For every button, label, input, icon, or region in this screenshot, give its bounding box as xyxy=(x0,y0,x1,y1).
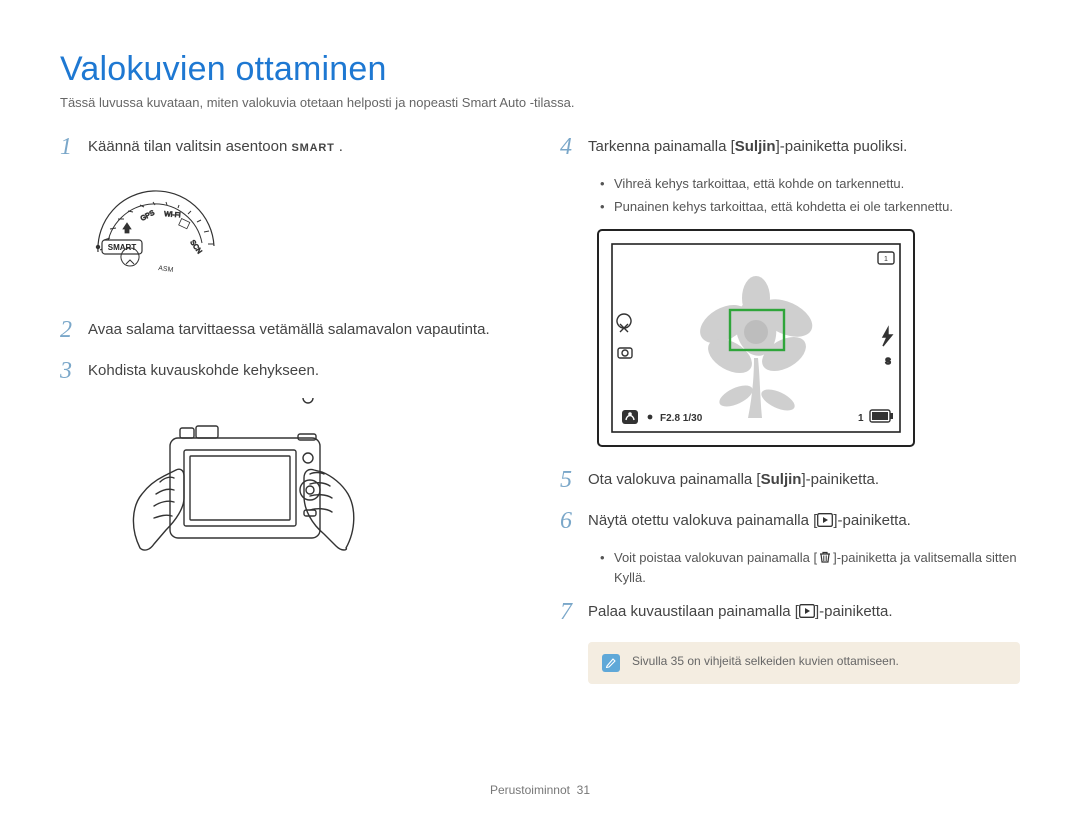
step-text: Tarkenna painamalla [Suljin]-painiketta … xyxy=(588,134,907,160)
step-3: 3 Kohdista kuvauskohde kehykseen. xyxy=(60,358,520,384)
step-5: 5 Ota valokuva painamalla [Suljin]-paini… xyxy=(560,467,1020,493)
step7-post: ]-painiketta. xyxy=(815,603,893,620)
step5-bold: Suljin xyxy=(761,471,802,488)
step-1: 1 Käännä tilan valitsin asentoon SMART . xyxy=(60,134,520,160)
step-text: Ota valokuva painamalla [Suljin]-painike… xyxy=(588,467,879,493)
step-number: 3 xyxy=(60,358,88,384)
page-title: Valokuvien ottaminen xyxy=(60,50,1020,89)
step1-post: . xyxy=(335,138,343,155)
trash-icon xyxy=(817,550,833,564)
step6-post: ]-painiketta. xyxy=(833,512,911,529)
step-2: 2 Avaa salama tarvittaessa vetämällä sal… xyxy=(60,317,520,343)
footer-label: Perustoiminnot xyxy=(490,783,570,797)
tip-text: Sivulla 35 on vihjeitä selkeiden kuvien … xyxy=(632,654,899,668)
svg-text:Wi-Fi: Wi-Fi xyxy=(164,211,181,219)
lcd-preview-illustration: 1 S xyxy=(596,228,1020,453)
step-text: Kohdista kuvauskohde kehykseen. xyxy=(88,358,319,384)
step1-pre: Käännä tilan valitsin asentoon xyxy=(88,138,291,155)
svg-text:SMART: SMART xyxy=(108,243,137,252)
bullet-delete: Voit poistaa valokuvan painamalla [ ]-pai… xyxy=(600,548,1020,587)
step-number: 2 xyxy=(60,317,88,343)
step-number: 1 xyxy=(60,134,88,160)
step4-bullets: Vihreä kehys tarkoittaa, että kohde on t… xyxy=(600,174,1020,216)
svg-text:GPS: GPS xyxy=(140,210,157,223)
step-4: 4 Tarkenna painamalla [Suljin]-painikett… xyxy=(560,134,1020,160)
note-icon xyxy=(602,654,620,672)
b6-bold: Kyllä xyxy=(614,570,642,585)
step-text: Näytä otettu valokuva painamalla [ ]-pain… xyxy=(588,508,911,534)
two-column-layout: 1 Käännä tilan valitsin asentoon SMART . xyxy=(60,134,1020,684)
b6-pre: Voit poistaa valokuvan painamalla [ xyxy=(614,550,817,565)
step-number: 5 xyxy=(560,467,588,493)
step4-bold: Suljin xyxy=(735,138,776,155)
left-column: 1 Käännä tilan valitsin asentoon SMART . xyxy=(60,134,520,684)
step-7: 7 Palaa kuvaustilaan painamalla [ ]-paini… xyxy=(560,599,1020,625)
step7-pre: Palaa kuvaustilaan painamalla [ xyxy=(588,603,799,620)
svg-text:1: 1 xyxy=(858,413,864,424)
step-number: 6 xyxy=(560,508,588,534)
step-number: 4 xyxy=(560,134,588,160)
step6-pre: Näytä otettu valokuva painamalla [ xyxy=(588,512,817,529)
b6-post: . xyxy=(642,570,646,585)
play-icon xyxy=(817,512,833,526)
step5-post: ]-painiketta. xyxy=(801,471,879,488)
smart-mode-label: SMART xyxy=(291,142,334,154)
bullet-red-frame: Punainen kehys tarkoittaa, että kohdetta… xyxy=(600,197,1020,217)
step-text: Avaa salama tarvittaessa vetämällä salam… xyxy=(88,317,490,343)
step-number: 7 xyxy=(560,599,588,625)
tip-box: Sivulla 35 on vihjeitä selkeiden kuvien … xyxy=(588,642,1020,684)
svg-text:S: S xyxy=(885,357,891,366)
svg-text:1: 1 xyxy=(884,256,888,263)
step6-bullets: Voit poistaa valokuvan painamalla [ ]-pai… xyxy=(600,548,1020,587)
step-6: 6 Näytä otettu valokuva painamalla [ ]-pa… xyxy=(560,508,1020,534)
svg-text:F2.8 1/30: F2.8 1/30 xyxy=(660,413,703,424)
bullet-green-frame: Vihreä kehys tarkoittaa, että kohde on t… xyxy=(600,174,1020,194)
play-icon xyxy=(799,603,815,617)
step4-pre: Tarkenna painamalla [ xyxy=(588,138,735,155)
mode-dial-illustration: SMART GPS Wi-Fi SCN ASM xyxy=(88,174,520,299)
camera-hold-illustration xyxy=(110,398,520,603)
b6-mid: ]-painiketta ja valitsemalla sitten xyxy=(833,550,1017,565)
right-column: 4 Tarkenna painamalla [Suljin]-painikett… xyxy=(560,134,1020,684)
footer-page: 31 xyxy=(577,783,590,797)
intro-text: Tässä luvussa kuvataan, miten valokuvia … xyxy=(60,95,1020,110)
step5-pre: Ota valokuva painamalla [ xyxy=(588,471,761,488)
step-text: Käännä tilan valitsin asentoon SMART . xyxy=(88,134,343,160)
svg-text:SCN: SCN xyxy=(188,240,202,256)
step-text: Palaa kuvaustilaan painamalla [ ]-painike… xyxy=(588,599,893,625)
step4-post: ]-painiketta puoliksi. xyxy=(776,138,908,155)
page-footer: Perustoiminnot 31 xyxy=(0,783,1080,797)
svg-text:ASM: ASM xyxy=(158,265,174,274)
